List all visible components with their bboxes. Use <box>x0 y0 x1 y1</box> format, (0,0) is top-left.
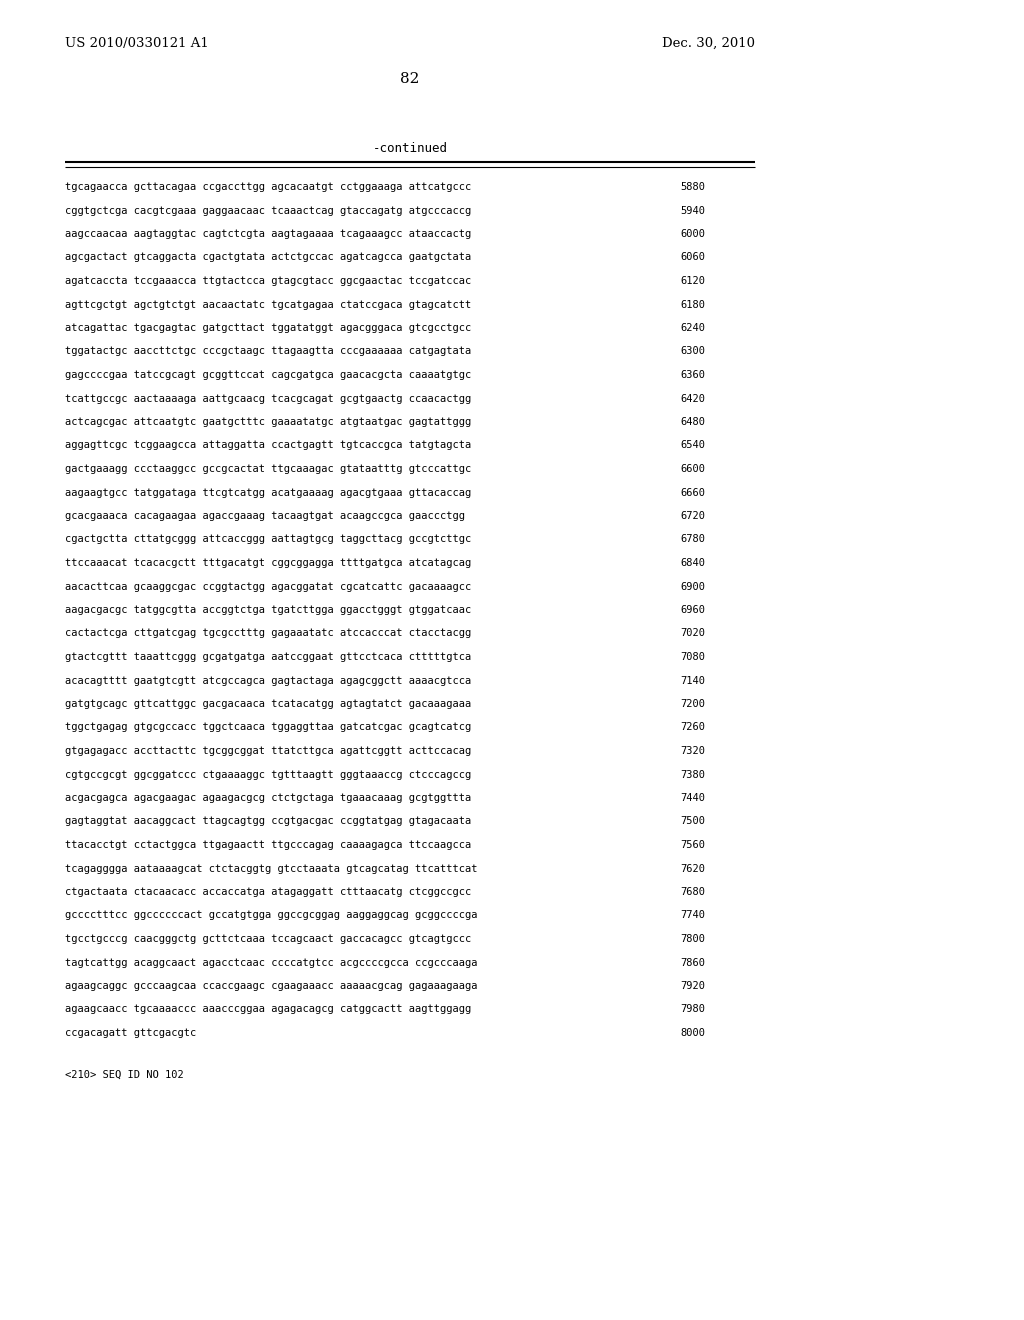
Text: gactgaaagg ccctaaggcc gccgcactat ttgcaaagac gtataatttg gtcccattgc: gactgaaagg ccctaaggcc gccgcactat ttgcaaa… <box>65 465 471 474</box>
Text: 6720: 6720 <box>680 511 705 521</box>
Text: 8000: 8000 <box>680 1028 705 1038</box>
Text: 6060: 6060 <box>680 252 705 263</box>
Text: <210> SEQ ID NO 102: <210> SEQ ID NO 102 <box>65 1069 183 1080</box>
Text: tgcagaacca gcttacagaa ccgaccttgg agcacaatgt cctggaaaga attcatgccc: tgcagaacca gcttacagaa ccgaccttgg agcacaa… <box>65 182 471 191</box>
Text: 7680: 7680 <box>680 887 705 898</box>
Text: 6660: 6660 <box>680 487 705 498</box>
Text: gagccccgaa tatccgcagt gcggttccat cagcgatgca gaacacgcta caaaatgtgc: gagccccgaa tatccgcagt gcggttccat cagcgat… <box>65 370 471 380</box>
Text: agaagcaacc tgcaaaaccc aaacccggaa agagacagcg catggcactt aagttggagg: agaagcaacc tgcaaaaccc aaacccggaa agagaca… <box>65 1005 471 1015</box>
Text: gcccctttcc ggccccccact gccatgtgga ggccgcggag aaggaggcag gcggccccga: gcccctttcc ggccccccact gccatgtgga ggccgc… <box>65 911 477 920</box>
Text: 7020: 7020 <box>680 628 705 639</box>
Text: 7560: 7560 <box>680 840 705 850</box>
Text: cgtgccgcgt ggcggatccc ctgaaaaggc tgtttaagtt gggtaaaccg ctcccagccg: cgtgccgcgt ggcggatccc ctgaaaaggc tgtttaa… <box>65 770 471 780</box>
Text: 6180: 6180 <box>680 300 705 309</box>
Text: tggatactgc aaccttctgc cccgctaagc ttagaagtta cccgaaaaaa catgagtata: tggatactgc aaccttctgc cccgctaagc ttagaag… <box>65 346 471 356</box>
Text: cggtgctcga cacgtcgaaa gaggaacaac tcaaactcag gtaccagatg atgcccaccg: cggtgctcga cacgtcgaaa gaggaacaac tcaaact… <box>65 206 471 215</box>
Text: cgactgctta cttatgcggg attcaccggg aattagtgcg taggcttacg gccgtcttgc: cgactgctta cttatgcggg attcaccggg aattagt… <box>65 535 471 544</box>
Text: 6420: 6420 <box>680 393 705 404</box>
Text: gagtaggtat aacaggcact ttagcagtgg ccgtgacgac ccggtatgag gtagacaata: gagtaggtat aacaggcact ttagcagtgg ccgtgac… <box>65 817 471 826</box>
Text: 7920: 7920 <box>680 981 705 991</box>
Text: 6960: 6960 <box>680 605 705 615</box>
Text: 5880: 5880 <box>680 182 705 191</box>
Text: 7140: 7140 <box>680 676 705 685</box>
Text: aagacgacgc tatggcgtta accggtctga tgatcttgga ggacctgggt gtggatcaac: aagacgacgc tatggcgtta accggtctga tgatctt… <box>65 605 471 615</box>
Text: 7260: 7260 <box>680 722 705 733</box>
Text: 6780: 6780 <box>680 535 705 544</box>
Text: tgcctgcccg caacgggctg gcttctcaaa tccagcaact gaccacagcc gtcagtgccc: tgcctgcccg caacgggctg gcttctcaaa tccagca… <box>65 935 471 944</box>
Text: 6540: 6540 <box>680 441 705 450</box>
Text: US 2010/0330121 A1: US 2010/0330121 A1 <box>65 37 209 50</box>
Text: tggctgagag gtgcgccacc tggctcaaca tggaggttaa gatcatcgac gcagtcatcg: tggctgagag gtgcgccacc tggctcaaca tggaggt… <box>65 722 471 733</box>
Text: 7380: 7380 <box>680 770 705 780</box>
Text: 7320: 7320 <box>680 746 705 756</box>
Text: 6120: 6120 <box>680 276 705 286</box>
Text: 7740: 7740 <box>680 911 705 920</box>
Text: ttccaaacat tcacacgctt tttgacatgt cggcggagga ttttgatgca atcatagcag: ttccaaacat tcacacgctt tttgacatgt cggcgga… <box>65 558 471 568</box>
Text: aagccaacaa aagtaggtac cagtctcgta aagtagaaaa tcagaaagcc ataaccactg: aagccaacaa aagtaggtac cagtctcgta aagtaga… <box>65 228 471 239</box>
Text: acgacgagca agacgaagac agaagacgcg ctctgctaga tgaaacaaag gcgtggttta: acgacgagca agacgaagac agaagacgcg ctctgct… <box>65 793 471 803</box>
Text: gatgtgcagc gttcattggc gacgacaaca tcatacatgg agtagtatct gacaaagaaa: gatgtgcagc gttcattggc gacgacaaca tcataca… <box>65 700 471 709</box>
Text: aagaagtgcc tatggataga ttcgtcatgg acatgaaaag agacgtgaaa gttacaccag: aagaagtgcc tatggataga ttcgtcatgg acatgaa… <box>65 487 471 498</box>
Text: -continued: -continued <box>373 143 447 154</box>
Text: atcagattac tgacgagtac gatgcttact tggatatggt agacgggaca gtcgcctgcc: atcagattac tgacgagtac gatgcttact tggatat… <box>65 323 471 333</box>
Text: aggagttcgc tcggaagcca attaggatta ccactgagtt tgtcaccgca tatgtagcta: aggagttcgc tcggaagcca attaggatta ccactga… <box>65 441 471 450</box>
Text: 7500: 7500 <box>680 817 705 826</box>
Text: 5940: 5940 <box>680 206 705 215</box>
Text: agatcaccta tccgaaacca ttgtactcca gtagcgtacc ggcgaactac tccgatccac: agatcaccta tccgaaacca ttgtactcca gtagcgt… <box>65 276 471 286</box>
Text: 6480: 6480 <box>680 417 705 426</box>
Text: tcattgccgc aactaaaaga aattgcaacg tcacgcagat gcgtgaactg ccaacactgg: tcattgccgc aactaaaaga aattgcaacg tcacgca… <box>65 393 471 404</box>
Text: 6840: 6840 <box>680 558 705 568</box>
Text: ttacacctgt cctactggca ttgagaactt ttgcccagag caaaagagca ttccaagcca: ttacacctgt cctactggca ttgagaactt ttgccca… <box>65 840 471 850</box>
Text: 6240: 6240 <box>680 323 705 333</box>
Text: 7620: 7620 <box>680 863 705 874</box>
Text: actcagcgac attcaatgtc gaatgctttc gaaaatatgc atgtaatgac gagtattggg: actcagcgac attcaatgtc gaatgctttc gaaaata… <box>65 417 471 426</box>
Text: agttcgctgt agctgtctgt aacaactatc tgcatgagaa ctatccgaca gtagcatctt: agttcgctgt agctgtctgt aacaactatc tgcatga… <box>65 300 471 309</box>
Text: gtgagagacc accttacttc tgcggcggat ttatcttgca agattcggtt acttccacag: gtgagagacc accttacttc tgcggcggat ttatctt… <box>65 746 471 756</box>
Text: ctgactaata ctacaacacc accaccatga atagaggatt ctttaacatg ctcggccgcc: ctgactaata ctacaacacc accaccatga atagagg… <box>65 887 471 898</box>
Text: acacagtttt gaatgtcgtt atcgccagca gagtactaga agagcggctt aaaacgtcca: acacagtttt gaatgtcgtt atcgccagca gagtact… <box>65 676 471 685</box>
Text: 6600: 6600 <box>680 465 705 474</box>
Text: 7440: 7440 <box>680 793 705 803</box>
Text: aacacttcaa gcaaggcgac ccggtactgg agacggatat cgcatcattc gacaaaagcc: aacacttcaa gcaaggcgac ccggtactgg agacgga… <box>65 582 471 591</box>
Text: tagtcattgg acaggcaact agacctcaac ccccatgtcc acgccccgcca ccgcccaaga: tagtcattgg acaggcaact agacctcaac ccccatg… <box>65 957 477 968</box>
Text: 82: 82 <box>400 73 420 86</box>
Text: gcacgaaaca cacagaagaa agaccgaaag tacaagtgat acaagccgca gaaccctgg: gcacgaaaca cacagaagaa agaccgaaag tacaagt… <box>65 511 465 521</box>
Text: 6300: 6300 <box>680 346 705 356</box>
Text: 7980: 7980 <box>680 1005 705 1015</box>
Text: 7860: 7860 <box>680 957 705 968</box>
Text: 7200: 7200 <box>680 700 705 709</box>
Text: 6000: 6000 <box>680 228 705 239</box>
Text: cactactcga cttgatcgag tgcgcctttg gagaaatatc atccacccat ctacctacgg: cactactcga cttgatcgag tgcgcctttg gagaaat… <box>65 628 471 639</box>
Text: agaagcaggc gcccaagcaa ccaccgaagc cgaagaaacc aaaaacgcag gagaaagaaga: agaagcaggc gcccaagcaa ccaccgaagc cgaagaa… <box>65 981 477 991</box>
Text: agcgactact gtcaggacta cgactgtata actctgccac agatcagcca gaatgctata: agcgactact gtcaggacta cgactgtata actctgc… <box>65 252 471 263</box>
Text: gtactcgttt taaattcggg gcgatgatga aatccggaat gttcctcaca ctttttgtca: gtactcgttt taaattcggg gcgatgatga aatccgg… <box>65 652 471 663</box>
Text: 6900: 6900 <box>680 582 705 591</box>
Text: 7800: 7800 <box>680 935 705 944</box>
Text: ccgacagatt gttcgacgtc: ccgacagatt gttcgacgtc <box>65 1028 197 1038</box>
Text: 6360: 6360 <box>680 370 705 380</box>
Text: 7080: 7080 <box>680 652 705 663</box>
Text: Dec. 30, 2010: Dec. 30, 2010 <box>662 37 755 50</box>
Text: tcagagggga aataaaagcat ctctacggtg gtcctaaata gtcagcatag ttcatttcat: tcagagggga aataaaagcat ctctacggtg gtccta… <box>65 863 477 874</box>
